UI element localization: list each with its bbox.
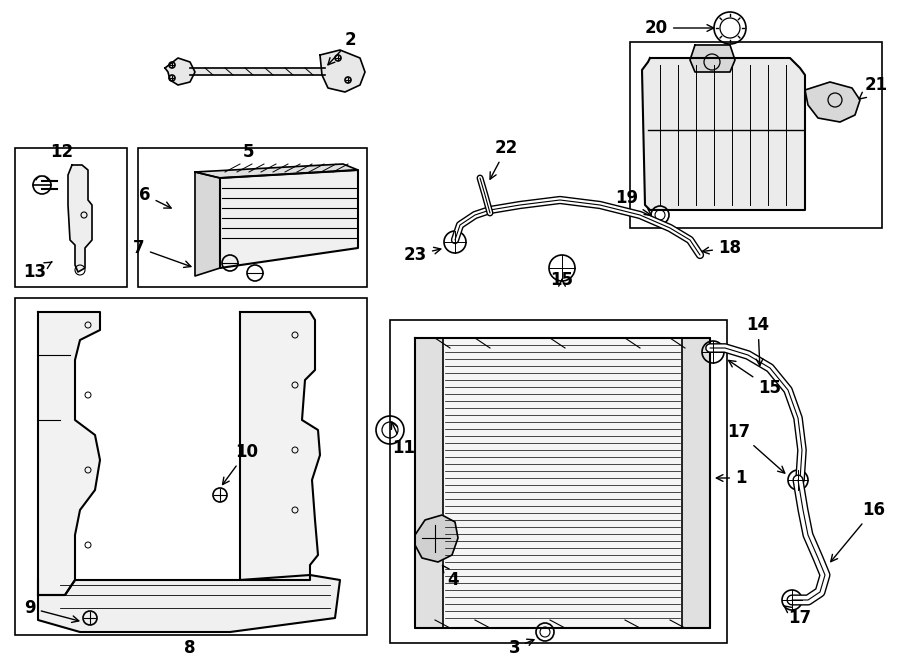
Polygon shape — [415, 338, 710, 628]
Polygon shape — [38, 312, 100, 595]
Text: 7: 7 — [133, 239, 191, 268]
Bar — [415, 338, 443, 628]
Bar — [138, 148, 367, 287]
Text: 2: 2 — [328, 31, 356, 65]
Text: 17: 17 — [783, 605, 812, 627]
Polygon shape — [690, 45, 735, 72]
Polygon shape — [68, 165, 92, 272]
Text: 6: 6 — [140, 186, 171, 208]
Polygon shape — [642, 58, 805, 210]
Text: 9: 9 — [24, 599, 79, 623]
Text: 14: 14 — [746, 316, 769, 366]
Bar — [15, 148, 127, 287]
Text: 22: 22 — [490, 139, 518, 179]
Text: 1: 1 — [716, 469, 746, 487]
Text: 19: 19 — [615, 189, 652, 215]
Polygon shape — [165, 58, 195, 85]
Text: 10: 10 — [222, 443, 258, 485]
Bar — [630, 42, 882, 228]
Text: 13: 13 — [23, 262, 52, 281]
Text: 11: 11 — [392, 422, 415, 457]
Bar — [15, 298, 367, 635]
Text: 21: 21 — [860, 76, 888, 99]
Polygon shape — [320, 50, 365, 92]
Text: 8: 8 — [184, 639, 196, 657]
Polygon shape — [195, 164, 358, 178]
Text: 15: 15 — [551, 271, 573, 289]
Text: 15: 15 — [729, 360, 781, 397]
Text: 17: 17 — [727, 423, 785, 473]
Bar — [390, 320, 727, 643]
Text: 20: 20 — [645, 19, 714, 37]
Bar — [682, 338, 710, 628]
Text: 12: 12 — [50, 143, 74, 161]
Text: 3: 3 — [508, 639, 534, 657]
Polygon shape — [195, 172, 220, 276]
Polygon shape — [220, 170, 358, 268]
Polygon shape — [190, 68, 325, 75]
Polygon shape — [805, 82, 860, 122]
Text: 4: 4 — [443, 565, 459, 589]
Text: 5: 5 — [242, 143, 254, 161]
Text: 18: 18 — [702, 239, 741, 257]
Polygon shape — [240, 312, 320, 580]
Text: 16: 16 — [831, 501, 885, 562]
Polygon shape — [415, 515, 458, 562]
Text: 23: 23 — [404, 246, 441, 264]
Polygon shape — [38, 575, 340, 632]
